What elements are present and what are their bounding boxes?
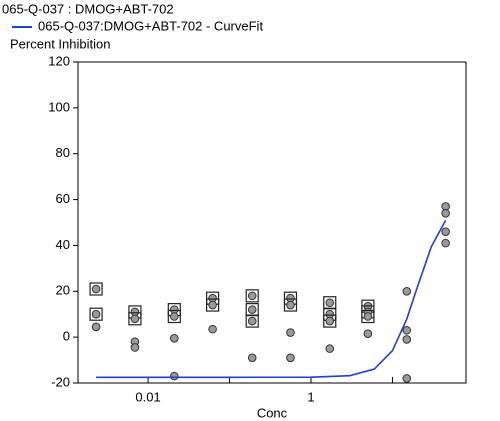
data-point (325, 316, 335, 326)
data-point (247, 316, 257, 326)
masked-box (89, 282, 103, 296)
masked-box (89, 307, 103, 321)
data-point (286, 353, 295, 363)
data-point (247, 291, 257, 301)
y-tick-label: 0 (63, 329, 70, 344)
data-point (441, 238, 450, 248)
data-point (286, 328, 295, 337)
y-tick-label: 60 (56, 191, 70, 206)
plot-frame (77, 61, 467, 384)
data-point (91, 284, 101, 294)
masked-box (245, 314, 259, 328)
data-point (441, 209, 450, 218)
data-point (130, 314, 140, 324)
data-point (247, 353, 257, 363)
y-tick-label: -20 (51, 374, 70, 389)
data-point (402, 335, 412, 344)
y-tick-label: 100 (48, 99, 70, 114)
x-axis-label: Conc (257, 405, 288, 420)
data-point (208, 324, 217, 334)
data-point (170, 312, 179, 321)
data-point (91, 322, 101, 332)
y-tick-label: 40 (56, 237, 70, 252)
y-tick-label: 80 (56, 145, 70, 160)
data-point (402, 286, 412, 296)
data-point (363, 329, 373, 339)
data-point (286, 300, 295, 310)
masked-box (167, 309, 181, 324)
chart-title: 065-Q-037 : DMOG+ABT-702 (2, 1, 174, 16)
x-tick-label: 0.01 (135, 389, 160, 404)
data-point (130, 343, 140, 352)
data-point (363, 312, 373, 321)
data-point (441, 227, 450, 236)
x-tick-label: 1 (307, 389, 314, 404)
masked-box (206, 298, 220, 312)
data-point (208, 300, 217, 310)
data-point (402, 374, 412, 383)
masked-box (361, 309, 375, 324)
masked-box (128, 312, 142, 326)
data-point (247, 305, 257, 314)
data-point (325, 298, 335, 308)
y-tick-label: 20 (56, 283, 70, 298)
masked-box (283, 298, 298, 312)
data-point (170, 333, 179, 343)
curve-fit (96, 219, 447, 379)
masked-box (245, 289, 259, 303)
legend-label: 065-Q-037:DMOG+ABT-702 - CurveFit (38, 18, 263, 33)
data-point (91, 309, 101, 319)
y-tick-label: 120 (48, 53, 70, 68)
masked-box (323, 314, 337, 328)
data-point (325, 344, 335, 353)
y-axis-label: Percent Inhibition (10, 36, 110, 51)
data-point (402, 325, 412, 335)
data-point (170, 371, 179, 381)
